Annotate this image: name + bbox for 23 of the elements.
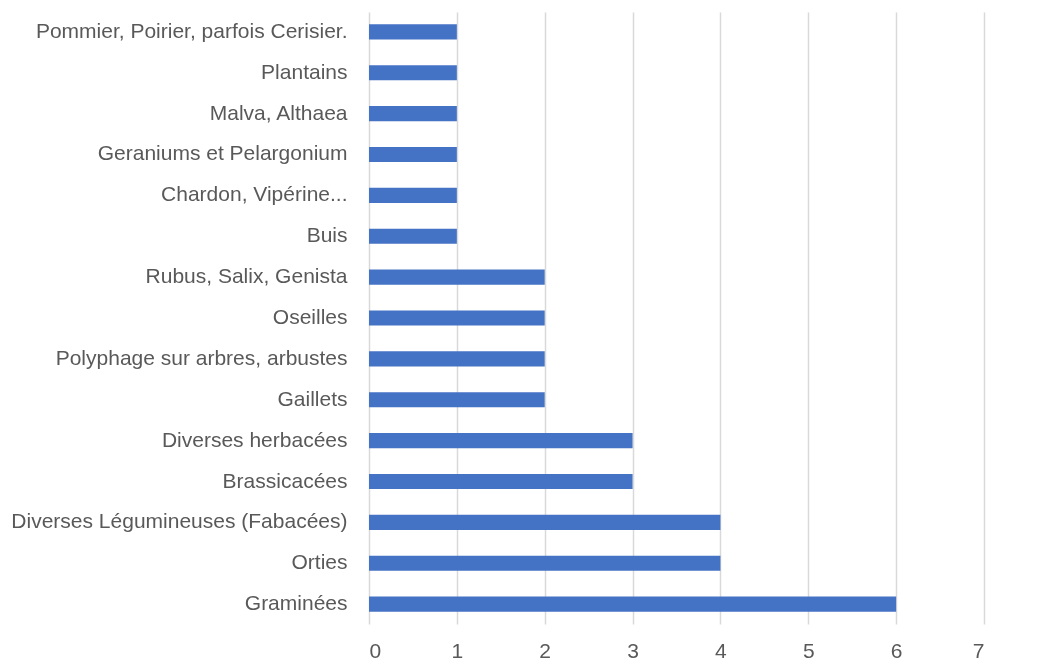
y-tick-label: Brassicacées — [222, 468, 348, 492]
y-tick-label: Polyphage sur arbres, arbustes — [55, 345, 348, 369]
y-tick-label: Diverses Légumineuses (Fabacées) — [11, 509, 348, 533]
x-tick-label: 7 — [972, 638, 985, 662]
y-tick-label: Rubus, Salix, Genista — [145, 264, 348, 288]
x-tick-label: 6 — [890, 638, 903, 662]
x-tick-label: 4 — [715, 638, 728, 662]
y-tick-label: Graminées — [244, 591, 348, 615]
y-tick-label: Geraniums et Pelargonium — [97, 141, 348, 165]
y-tick-label: Malva, Althaea — [209, 100, 348, 124]
y-tick-label: Chardon, Vipérine... — [161, 182, 348, 206]
x-tick-label: 5 — [802, 638, 815, 662]
y-tick-label: Oseilles — [272, 305, 348, 328]
y-tick-label: Diverses herbacées — [161, 427, 348, 451]
y-tick-label: Gaillets — [277, 386, 348, 410]
x-tick-label: 3 — [627, 638, 639, 662]
y-tick-label: Pommier, Poirier, parfois Cerisier. — [35, 18, 348, 42]
x-tick-label: 1 — [451, 638, 464, 662]
x-tick-label: 0 — [369, 638, 382, 662]
y-tick-label: Plantains — [261, 59, 348, 83]
y-tick-label: Buis — [306, 223, 348, 247]
x-tick-label: 2 — [539, 638, 552, 662]
y-tick-label: Orties — [291, 550, 348, 574]
